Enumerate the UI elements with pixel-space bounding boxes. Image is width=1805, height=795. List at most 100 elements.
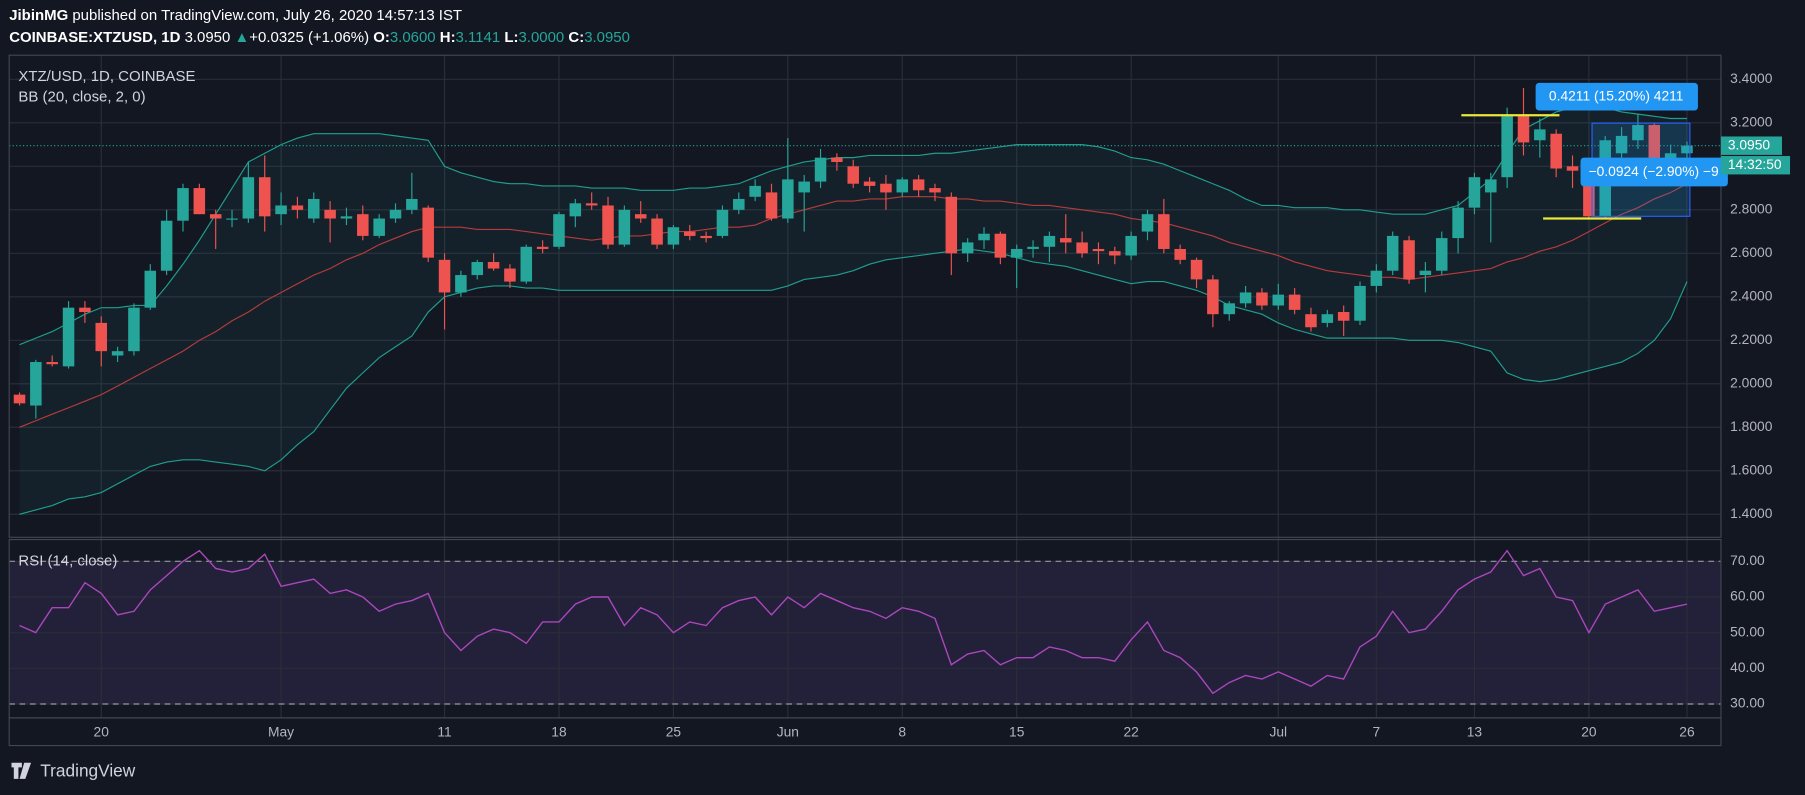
candle-body <box>1615 135 1628 154</box>
candle-body <box>1010 248 1023 258</box>
candle-body <box>1566 166 1579 171</box>
bb-lower <box>19 248 1688 515</box>
y-tick-label: 2.4000 <box>1730 288 1773 303</box>
last-price-badge <box>1720 136 1782 155</box>
ohlc-value: 3.0600 <box>390 29 436 46</box>
candle-body <box>1517 116 1530 143</box>
candle-body <box>1125 235 1137 256</box>
candle-body <box>1092 248 1105 252</box>
candle-body <box>1141 214 1154 232</box>
candle-body <box>929 188 941 193</box>
candle-body <box>340 216 353 219</box>
candle-body <box>406 198 418 210</box>
x-tick-label: 18 <box>551 725 567 740</box>
candle-body <box>1223 303 1235 315</box>
y-tick-label: 1.8000 <box>1730 419 1773 434</box>
candle-body <box>1027 246 1039 249</box>
candle-body <box>1419 270 1432 276</box>
candle-body <box>1664 153 1677 160</box>
up-arrow: ▲ <box>234 29 249 46</box>
x-tick-label: 26 <box>1679 725 1695 740</box>
x-tick-label: 22 <box>1123 725 1138 740</box>
candle-body <box>782 179 794 219</box>
annotations: 0.4211 (15.20%) 4211 −0.0924 (−2.90%) −9 <box>1535 82 1728 217</box>
candle-body <box>242 177 255 219</box>
candle-body <box>945 196 958 254</box>
candle-body <box>1485 179 1497 193</box>
candle-body <box>62 307 75 367</box>
candle-body <box>324 209 336 219</box>
candle-body <box>814 157 827 182</box>
candle-body <box>438 259 451 293</box>
y-tick-label: 2.0000 <box>1730 375 1773 390</box>
candle-body <box>46 362 58 365</box>
candle-body <box>700 235 712 239</box>
y-tick-label: 1.6000 <box>1730 462 1773 477</box>
y-tick-label: 70.00 <box>1730 553 1765 568</box>
candle-body <box>994 233 1007 258</box>
ohlc-value: 3.1141 <box>456 29 501 46</box>
measure-label: −0.0924 (−2.90%) −9 <box>1589 164 1719 179</box>
y-tick-label: 2.2000 <box>1730 332 1773 347</box>
candle-body <box>226 218 238 220</box>
candle-body <box>95 322 108 352</box>
candle-body <box>1403 240 1415 280</box>
candle-body <box>569 203 582 217</box>
candle-body <box>357 214 369 236</box>
candle-body <box>1337 312 1350 321</box>
candle-body <box>1386 235 1399 271</box>
x-tick-label: 8 <box>898 725 906 740</box>
candle-body <box>1076 242 1088 254</box>
candle-body <box>471 262 483 276</box>
candle-body <box>1239 292 1252 304</box>
candle-body <box>1534 129 1546 141</box>
symbol: COINBASE:XTZUSD, 1D <box>9 29 180 46</box>
x-tick-label: 20 <box>94 725 110 740</box>
pane-title: XTZ/USD, 1D, COINBASE <box>18 68 195 85</box>
candle-body <box>1158 214 1170 249</box>
candle-body <box>765 192 778 219</box>
y-tick-label: 2.8000 <box>1730 201 1773 216</box>
candle-body <box>1305 314 1317 328</box>
candle-body <box>177 188 189 221</box>
x-tick-label: 13 <box>1467 725 1483 740</box>
measure-label-box <box>1535 82 1698 111</box>
candle-body <box>520 246 533 282</box>
candle-body <box>1583 175 1595 217</box>
candle-body <box>1272 294 1285 306</box>
candle-body <box>160 220 173 271</box>
candle-body <box>749 185 761 197</box>
candle-body <box>863 181 876 186</box>
ohlc-label: H: <box>440 29 456 46</box>
change: +0.0325 (+1.06%) <box>249 29 369 46</box>
candle-body <box>961 242 974 254</box>
candle-body <box>275 205 287 215</box>
candle-body <box>1321 314 1334 323</box>
candle-body <box>1256 292 1268 306</box>
x-tick-label: 20 <box>1581 725 1597 740</box>
candle-body <box>585 203 598 206</box>
candle-body <box>912 179 925 191</box>
candle-body <box>1435 238 1448 271</box>
candle-body <box>193 188 206 215</box>
candle-body <box>1174 248 1186 260</box>
candle-body <box>291 205 304 210</box>
candle-body <box>798 181 810 193</box>
candle-body <box>684 231 696 236</box>
candle-body <box>1059 238 1072 243</box>
candle-body <box>209 214 222 219</box>
candle-body <box>1190 259 1203 280</box>
candle-body <box>1681 145 1693 154</box>
price-pane-frame <box>8 54 1722 538</box>
candle-body <box>487 262 500 269</box>
x-tick-label: Jul <box>1269 725 1287 740</box>
candle-body <box>716 209 729 236</box>
y-tick-label: 3.4000 <box>1730 71 1773 86</box>
x-tick-label: 11 <box>437 725 451 740</box>
candle-body <box>618 209 631 245</box>
candle-body <box>111 351 124 356</box>
measure-label: 0.4211 (15.20%) 4211 <box>1549 88 1684 103</box>
x-tick-label: Jun <box>777 725 799 740</box>
candle-body <box>258 177 271 217</box>
y-tick-label: 1.4000 <box>1730 506 1773 521</box>
